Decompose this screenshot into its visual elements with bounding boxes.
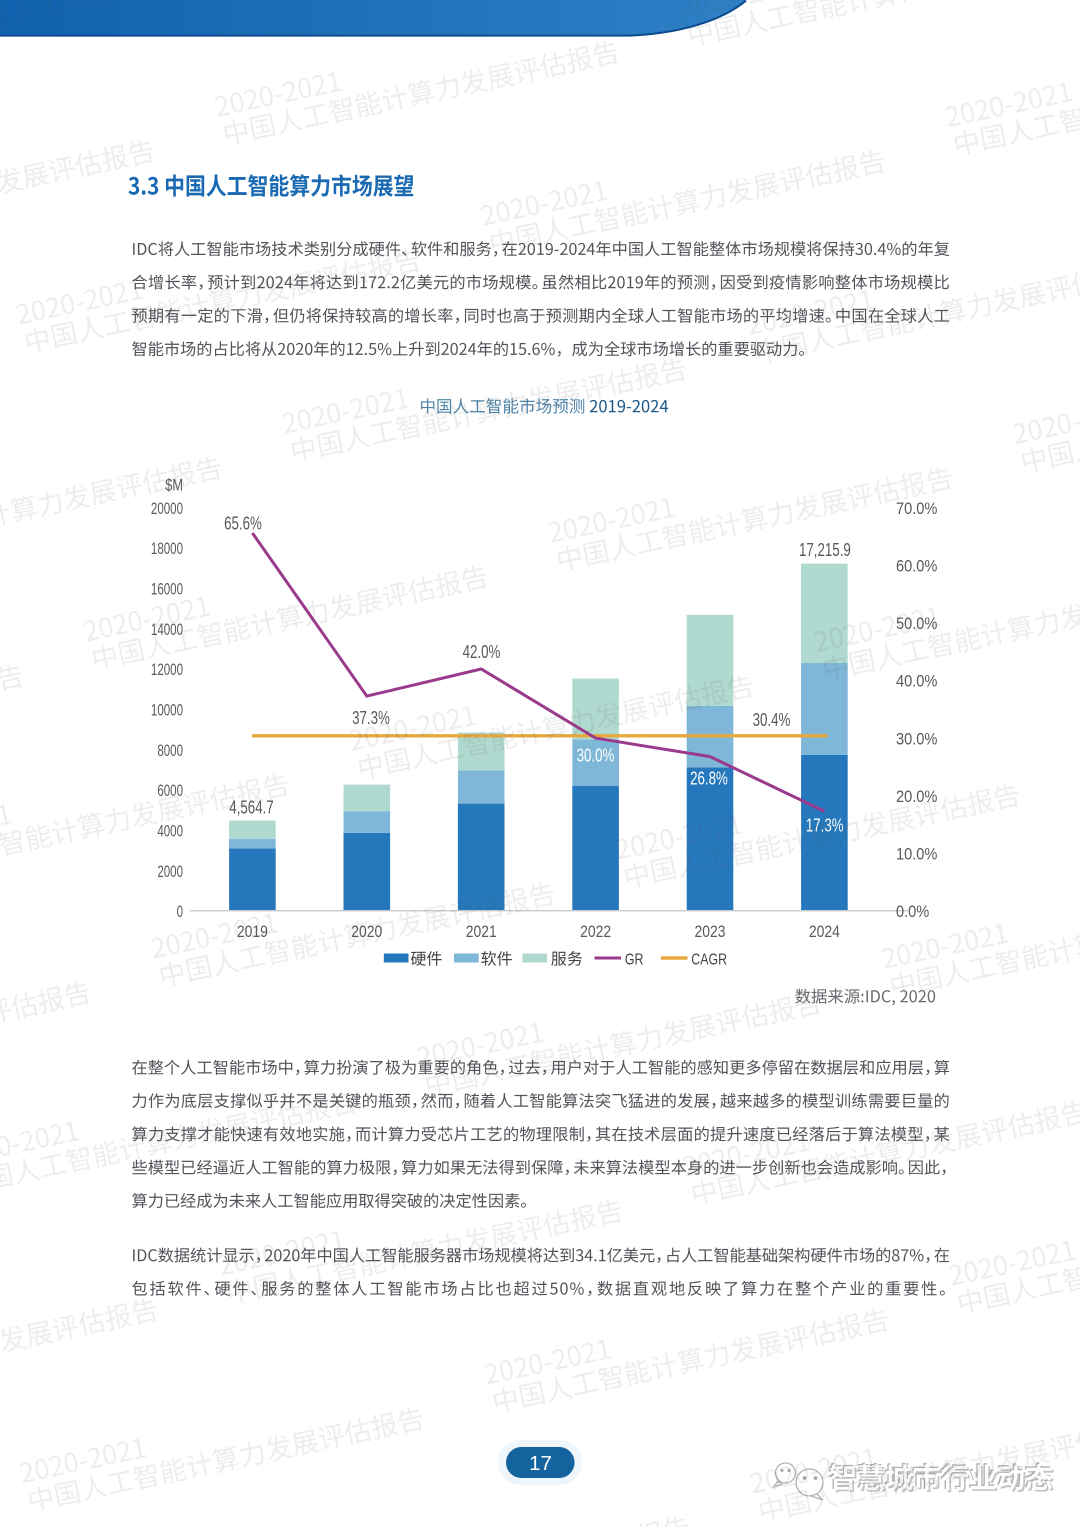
svg-text:0.0%: 0.0%: [896, 903, 929, 921]
svg-text:8000: 8000: [157, 742, 183, 761]
svg-text:70.0%: 70.0%: [896, 500, 937, 518]
svg-text:60.0%: 60.0%: [896, 557, 937, 575]
svg-text:30.4%: 30.4%: [753, 710, 791, 731]
svg-text:10000: 10000: [151, 701, 183, 720]
svg-text:37.3%: 37.3%: [352, 708, 390, 729]
svg-text:26.8%: 26.8%: [690, 768, 728, 789]
svg-text:42.0%: 42.0%: [463, 642, 501, 663]
svg-text:2021: 2021: [466, 923, 497, 942]
svg-text:2000: 2000: [157, 863, 183, 882]
svg-text:2022: 2022: [580, 923, 611, 942]
svg-text:4000: 4000: [157, 822, 183, 841]
svg-text:30.0%: 30.0%: [577, 745, 615, 766]
svg-text:GR: GR: [625, 950, 644, 968]
svg-text:12000: 12000: [151, 661, 183, 680]
svg-text:18000: 18000: [151, 540, 183, 559]
svg-text:0: 0: [177, 903, 183, 922]
svg-text:17,215.9: 17,215.9: [799, 540, 851, 561]
svg-text:10.0%: 10.0%: [896, 846, 937, 864]
svg-text:17: 17: [529, 1452, 552, 1475]
svg-text:CAGR: CAGR: [691, 950, 727, 968]
svg-text:20000: 20000: [151, 500, 183, 519]
svg-text:40.0%: 40.0%: [896, 673, 937, 691]
svg-text:16000: 16000: [151, 580, 183, 599]
svg-text:20.0%: 20.0%: [896, 788, 937, 806]
svg-text:50.0%: 50.0%: [896, 615, 937, 633]
svg-text:$M: $M: [165, 476, 183, 495]
svg-text:2024: 2024: [809, 923, 840, 942]
svg-text:30.0%: 30.0%: [896, 730, 937, 748]
svg-text:2023: 2023: [695, 923, 726, 942]
svg-text:4,564.7: 4,564.7: [229, 797, 273, 818]
svg-text:65.6%: 65.6%: [224, 513, 262, 534]
